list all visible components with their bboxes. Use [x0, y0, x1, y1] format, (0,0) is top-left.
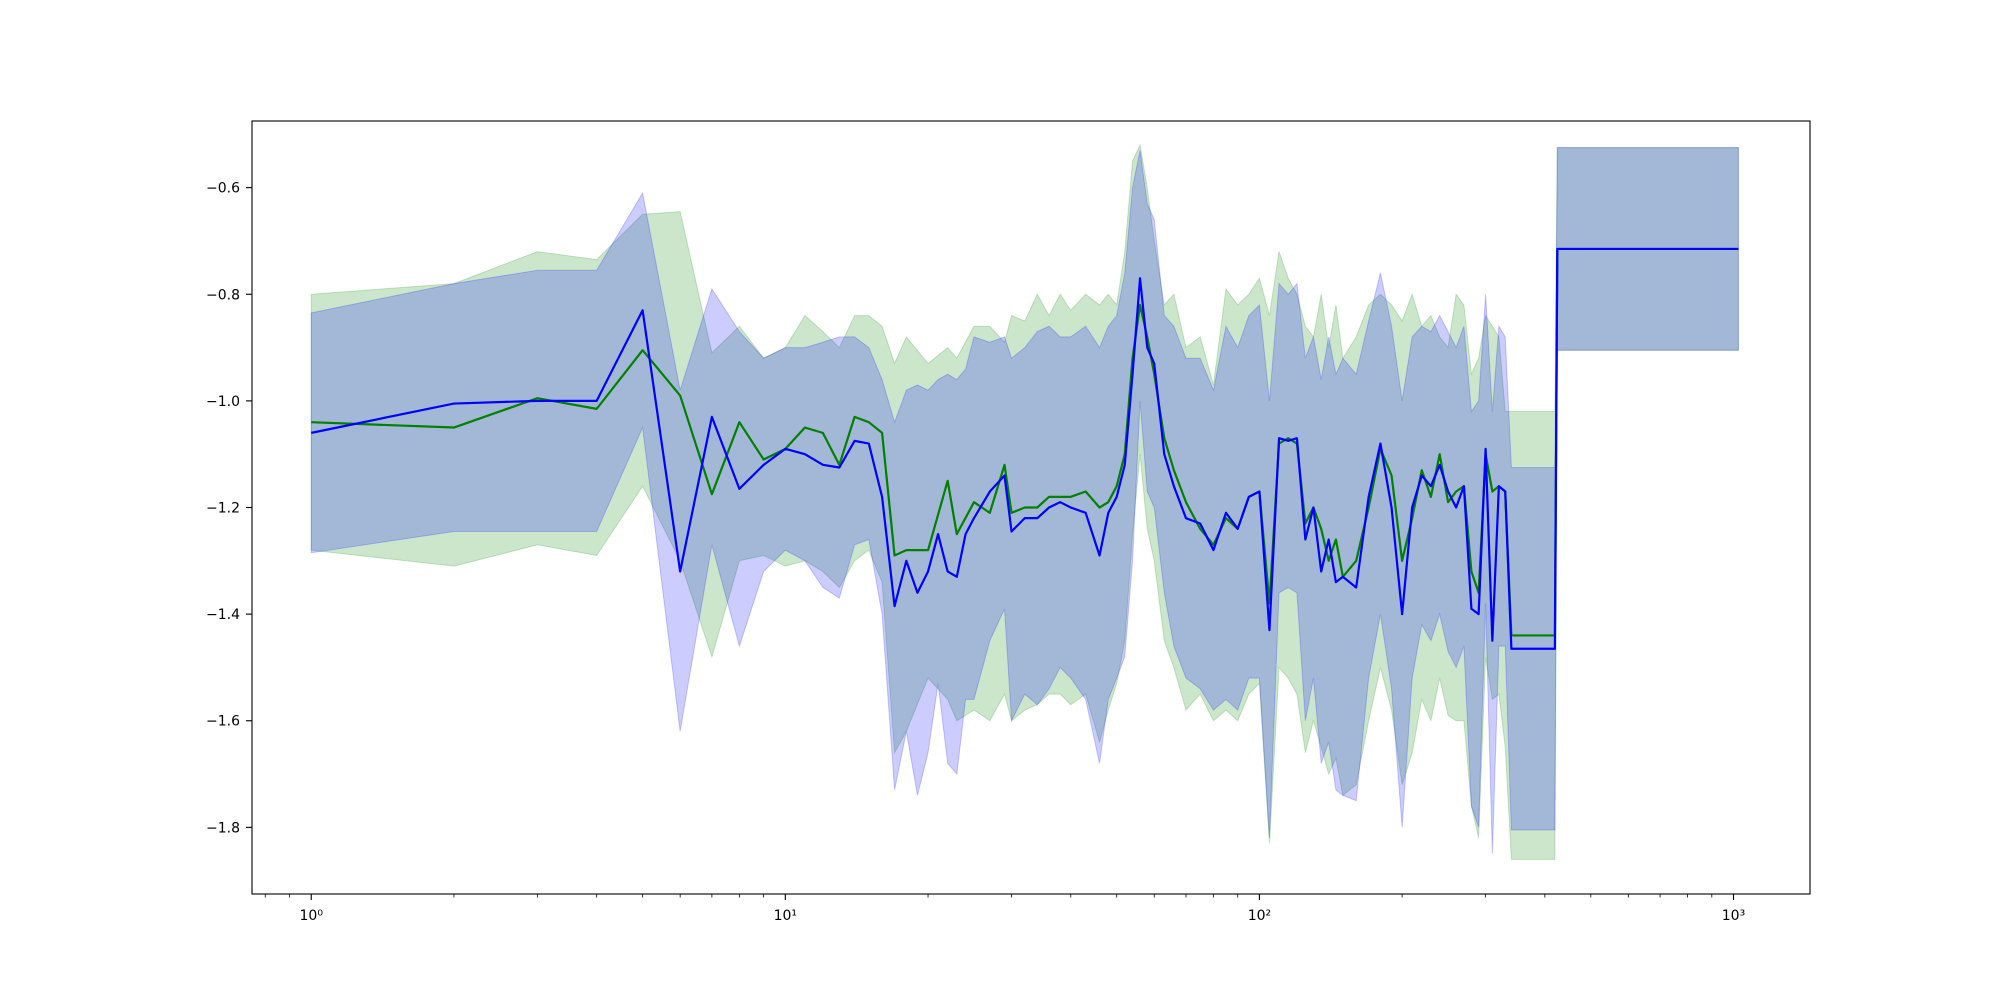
series-1-line [311, 247, 1739, 637]
x-tick-label: 10² [1248, 908, 1271, 924]
y-tick-label: −0.8 [206, 287, 240, 303]
y-tick-label: −1.2 [206, 501, 240, 517]
y-tick-label: −0.6 [206, 181, 240, 197]
x-tick-label: 10⁰ [300, 908, 324, 924]
y-tick-label: −1.8 [206, 820, 240, 836]
x-tick-label: 10¹ [774, 908, 797, 924]
y-tick-label: −1.6 [206, 714, 240, 730]
series-2-band [310, 147, 1739, 855]
axis-layer: −0.6 −0.8 −1.0 −1.2 −1.4 −1.6 −1.8 10⁰ 10¹ 10² 10³ [206, 120, 1811, 924]
plot-area [310, 143, 1739, 860]
x-tick-label: 10³ [1722, 908, 1745, 924]
series-1-band [310, 143, 1739, 860]
plot-layer [310, 143, 1739, 860]
y-tick-label: −1.0 [206, 394, 240, 410]
y-tick-label: −1.4 [206, 607, 240, 623]
series-2-line [311, 247, 1739, 650]
